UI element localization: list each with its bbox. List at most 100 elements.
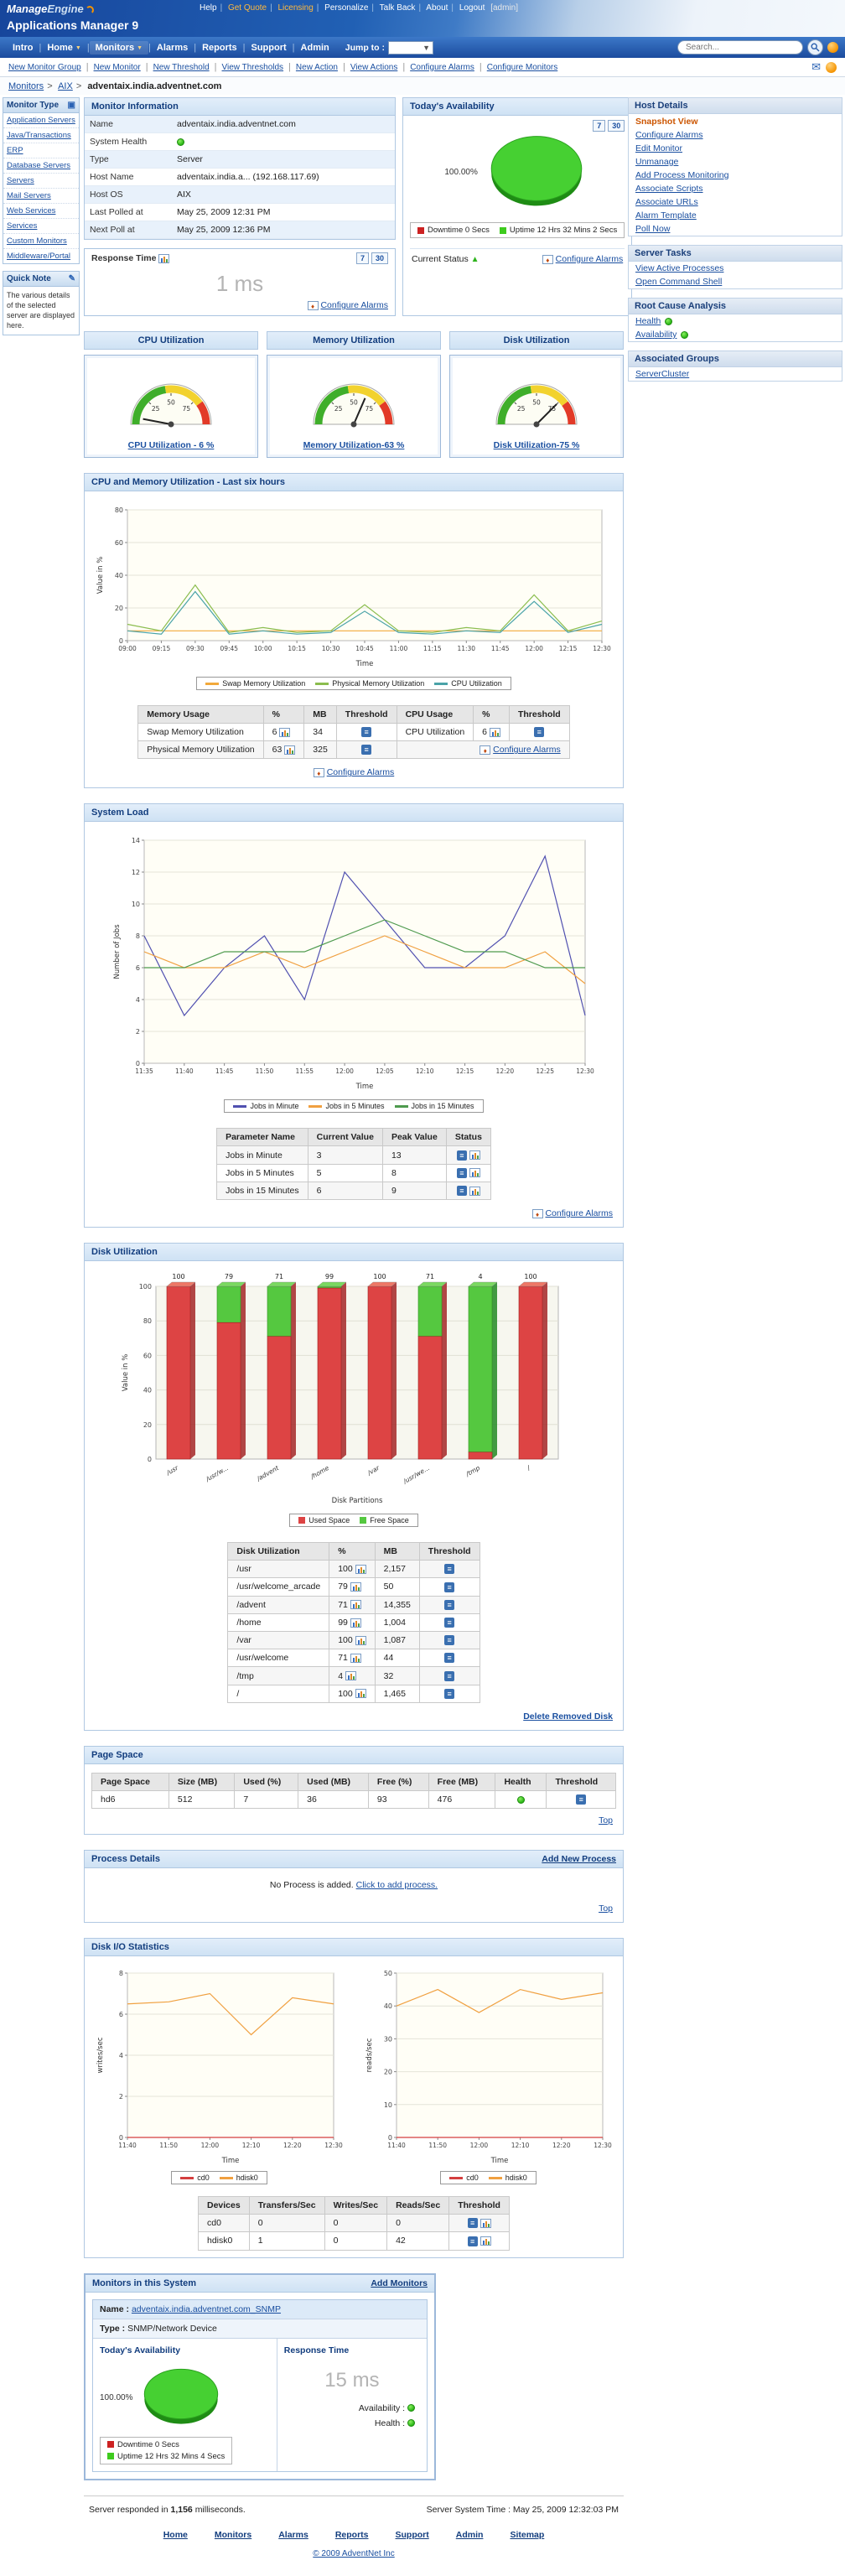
- server-task-link[interactable]: View Active Processes: [635, 263, 724, 273]
- configure-alarms-link[interactable]: Configure Alarms: [493, 745, 561, 756]
- add-new-process-link[interactable]: Add New Process: [542, 1854, 616, 1865]
- avail-30-days-button[interactable]: 30: [608, 120, 625, 132]
- nav-home[interactable]: Home ▼: [47, 42, 81, 53]
- subnav-link[interactable]: New Threshold: [153, 62, 210, 72]
- health-link[interactable]: Health: [635, 316, 661, 326]
- subnav-link[interactable]: Configure Monitors: [486, 62, 558, 72]
- host-details-link[interactable]: Configure Alarms: [635, 130, 703, 140]
- monitor-type-link[interactable]: Services: [3, 219, 79, 234]
- last-7-days-button[interactable]: 7: [355, 252, 369, 264]
- graph-icon[interactable]: [355, 1564, 366, 1574]
- monitor-type-link[interactable]: Database Servers: [3, 158, 79, 174]
- nav-support[interactable]: Support: [251, 42, 287, 53]
- talk-back-link[interactable]: Talk Back: [379, 3, 416, 13]
- graph-icon[interactable]: [469, 1150, 480, 1161]
- about-link[interactable]: About: [426, 3, 448, 13]
- server-task-link[interactable]: Open Command Shell: [635, 277, 723, 287]
- copyright-link[interactable]: © 2009 AdventNet Inc: [313, 2548, 395, 2558]
- search-icon[interactable]: [807, 39, 823, 55]
- graph-icon[interactable]: [284, 745, 296, 756]
- logout-link[interactable]: Logout: [459, 3, 485, 13]
- subnav-link[interactable]: Configure Alarms: [410, 62, 474, 72]
- associated-group-link[interactable]: ServerCluster: [635, 369, 690, 379]
- threshold-icon[interactable]: [444, 1564, 455, 1575]
- graph-icon[interactable]: [355, 1635, 366, 1645]
- subnav-link[interactable]: New Action: [295, 62, 338, 72]
- host-details-link[interactable]: Alarm Template: [635, 210, 697, 221]
- host-details-link[interactable]: Edit Monitor: [635, 143, 683, 153]
- availability-configure-alarms-link[interactable]: Configure Alarms: [555, 254, 624, 264]
- graph-icon[interactable]: [469, 1186, 480, 1196]
- threshold-icon[interactable]: [444, 1635, 455, 1646]
- subnav-link[interactable]: View Thresholds: [221, 62, 284, 72]
- help-link[interactable]: Help: [200, 3, 217, 13]
- threshold-icon[interactable]: [467, 2236, 478, 2246]
- status-ball-icon[interactable]: [827, 42, 838, 53]
- footer-link[interactable]: Sitemap: [510, 2529, 545, 2540]
- personalize-link[interactable]: Personalize: [324, 3, 369, 13]
- threshold-icon[interactable]: [456, 1186, 467, 1197]
- monitor-type-link[interactable]: Mail Servers: [3, 189, 79, 204]
- threshold-icon[interactable]: [444, 1599, 455, 1610]
- threshold-icon[interactable]: [456, 1167, 467, 1178]
- nav-alarms[interactable]: Alarms: [156, 42, 189, 53]
- threshold-icon[interactable]: [444, 1617, 455, 1628]
- threshold-icon[interactable]: [576, 1794, 587, 1805]
- monitor-type-link[interactable]: Custom Monitors: [3, 234, 79, 249]
- footer-link[interactable]: Reports: [334, 2529, 369, 2540]
- host-details-link[interactable]: Associate URLs: [635, 197, 698, 207]
- graph-icon[interactable]: [350, 1618, 361, 1628]
- breadcrumb-aix[interactable]: AIX: [58, 81, 73, 91]
- mail-icon[interactable]: ✉: [811, 60, 821, 73]
- graph-icon[interactable]: [158, 253, 170, 263]
- footer-link[interactable]: Monitors: [214, 2529, 252, 2540]
- click-to-add-process-link[interactable]: Click to add process.: [355, 1880, 438, 1891]
- alert-ball-icon[interactable]: [826, 61, 837, 73]
- get-quote-link[interactable]: Get Quote: [227, 3, 267, 13]
- memory-utilization-link[interactable]: Memory Utilization-63 %: [303, 440, 405, 450]
- top-link[interactable]: Top: [599, 1815, 613, 1826]
- nav-monitors[interactable]: Monitors ▼: [89, 40, 149, 55]
- disk-utilization-link[interactable]: Disk Utilization-75 %: [493, 440, 580, 450]
- search-input[interactable]: [677, 40, 803, 55]
- cpu-utilization-link[interactable]: CPU Utilization - 6 %: [127, 440, 215, 450]
- threshold-icon[interactable]: [444, 1688, 455, 1699]
- nav-intro[interactable]: Intro: [13, 42, 34, 53]
- graph-icon[interactable]: [489, 727, 500, 737]
- threshold-icon[interactable]: [444, 1670, 455, 1681]
- graph-icon[interactable]: [480, 2236, 491, 2246]
- jump-to-select[interactable]: ▼: [388, 40, 434, 55]
- threshold-icon[interactable]: [361, 727, 372, 738]
- monitor-type-link[interactable]: Servers: [3, 174, 79, 189]
- threshold-icon[interactable]: [467, 2218, 478, 2229]
- graph-icon[interactable]: [350, 1582, 361, 1592]
- footer-link[interactable]: Home: [163, 2529, 188, 2540]
- threshold-icon[interactable]: [361, 745, 372, 756]
- snmp-monitor-link[interactable]: adventaix.india.adventnet.com_SNMP: [131, 2303, 281, 2314]
- configure-alarms-link[interactable]: Configure Alarms: [545, 1208, 613, 1219]
- subnav-link[interactable]: View Actions: [350, 62, 398, 72]
- availability-link[interactable]: Availability: [635, 330, 677, 340]
- graph-icon[interactable]: [279, 727, 291, 737]
- host-details-link[interactable]: Associate Scripts: [635, 184, 703, 194]
- threshold-icon[interactable]: [456, 1150, 467, 1161]
- last-30-days-button[interactable]: 30: [371, 252, 388, 264]
- avail-7-days-button[interactable]: 7: [593, 120, 606, 132]
- add-monitors-link[interactable]: Add Monitors: [371, 2277, 428, 2288]
- monitor-type-link[interactable]: Web Services: [3, 204, 79, 219]
- graph-icon[interactable]: [350, 1600, 361, 1610]
- threshold-icon[interactable]: [444, 1581, 455, 1592]
- nav-admin[interactable]: Admin: [300, 42, 329, 53]
- graph-icon[interactable]: [345, 1671, 356, 1681]
- graph-icon[interactable]: [350, 1654, 361, 1664]
- snapshot-view-current[interactable]: Snapshot View: [635, 117, 698, 127]
- configure-alarms-link[interactable]: Configure Alarms: [326, 767, 395, 778]
- threshold-icon[interactable]: [534, 727, 545, 738]
- footer-link[interactable]: Support: [395, 2529, 429, 2540]
- graph-icon[interactable]: [480, 2218, 491, 2228]
- monitor-type-link[interactable]: Middleware/Portal: [7, 252, 71, 261]
- top-link[interactable]: Top: [599, 1903, 613, 1914]
- subnav-link[interactable]: New Monitor Group: [8, 62, 81, 72]
- nav-reports[interactable]: Reports: [202, 42, 237, 53]
- monitor-type-link[interactable]: Java/Transactions: [3, 128, 79, 143]
